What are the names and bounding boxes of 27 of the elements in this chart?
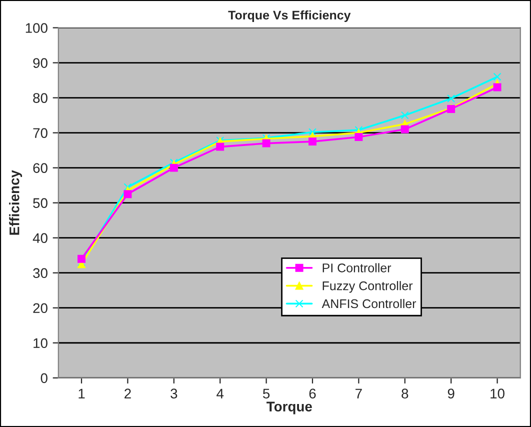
y-tick-label: 30: [33, 268, 48, 278]
y-tick-label: 0: [40, 373, 48, 384]
y-tick-label: 40: [32, 233, 48, 244]
y-tick-label: 90: [33, 58, 48, 68]
y-tick-label: 60: [33, 163, 48, 173]
x-tick-label: 8: [402, 388, 408, 399]
x-tick-label: 3: [170, 388, 178, 399]
x-tick-label: 5: [262, 388, 270, 399]
y-tick-label: 100: [26, 23, 48, 33]
legend-label: Fuzzy Controller: [322, 281, 413, 293]
x-tick-label: 4: [216, 388, 224, 398]
chart-title: Torque Vs Efficiency: [228, 10, 351, 22]
x-tick-label: 1: [78, 388, 85, 398]
x-tick-label: 6: [309, 388, 316, 399]
y-tick-label: 50: [33, 198, 48, 208]
y-tick-label: 20: [33, 303, 48, 314]
legend-label: ANFIS Controller: [322, 298, 416, 308]
x-tick-label: 7: [356, 388, 362, 398]
x-axis-title: Torque: [266, 402, 312, 414]
x-tick-label: 9: [448, 388, 454, 399]
y-axis-title: Efficiency: [9, 170, 22, 235]
x-tick-label: 10: [490, 388, 504, 399]
x-tick-label: 2: [124, 388, 131, 398]
y-tick-label: 80: [33, 93, 48, 103]
y-tick-label: 70: [33, 128, 48, 138]
legend-label: PI Controller: [322, 263, 392, 272]
y-tick-label: 10: [34, 338, 48, 348]
